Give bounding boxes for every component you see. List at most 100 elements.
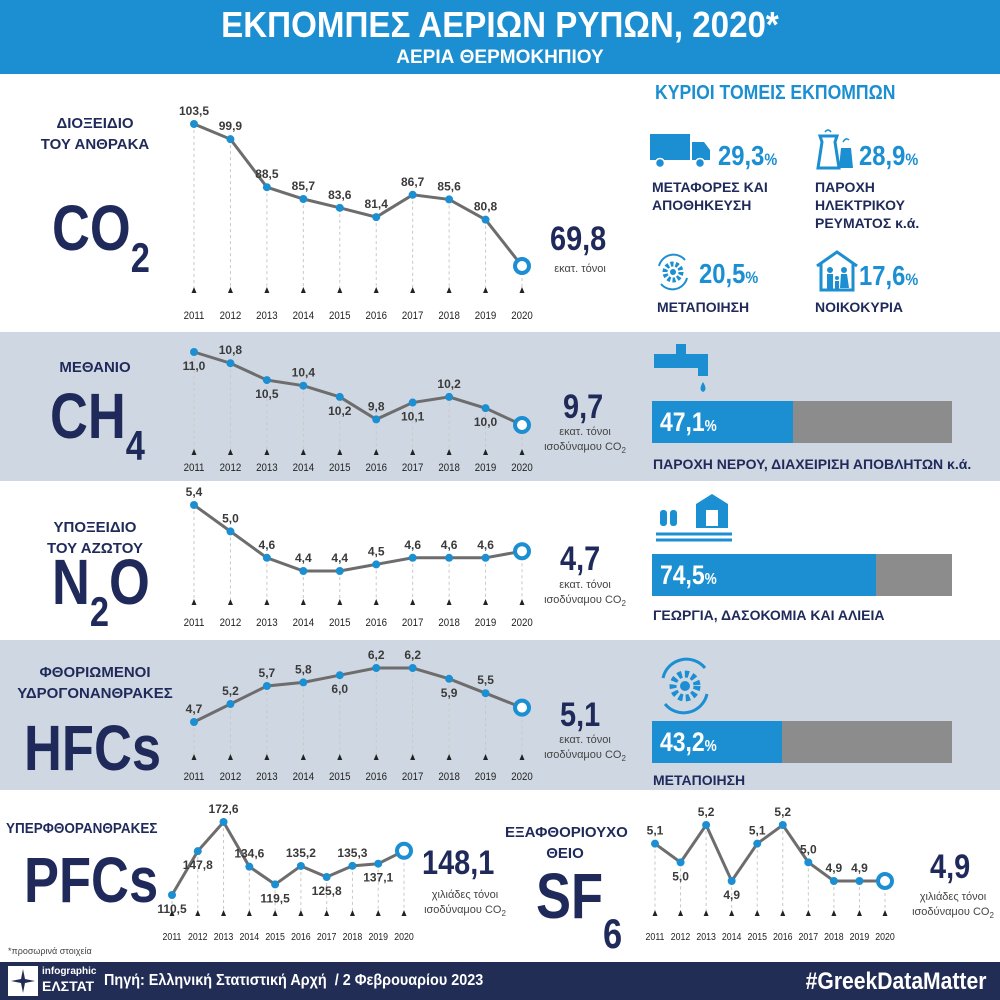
hfcs-sector-bar: 43,2% xyxy=(652,721,952,763)
n2o-sector-bar: 74,5% xyxy=(652,554,952,596)
pfcs-year-label: 2013 xyxy=(214,930,234,942)
pfcs-series-line xyxy=(170,819,405,896)
co2-data-label: 83,6 xyxy=(328,188,352,202)
ch4-formula-sub: 4 xyxy=(125,422,145,469)
elstat-logo-icon xyxy=(8,966,38,996)
n2o-formula-b: O xyxy=(109,546,150,618)
pfcs-data-label: 172,6 xyxy=(209,802,239,816)
sector-label: ΝΟΙΚΟΚΥΡΙΑ xyxy=(815,299,904,315)
co2-point xyxy=(226,135,235,144)
n2o-tick-icon xyxy=(300,599,306,605)
n2o-year-label: 2015 xyxy=(329,618,351,630)
co2-formula: CO2 xyxy=(52,196,150,279)
pfcs-year-label: 2014 xyxy=(240,930,260,942)
sf6-point xyxy=(651,839,659,848)
hashtag: #GreekDataMatter xyxy=(805,968,986,995)
sf6-point xyxy=(702,821,711,829)
n2o-point xyxy=(408,553,417,562)
co2-point xyxy=(481,215,490,224)
sf6-year-label: 2017 xyxy=(799,930,819,942)
sf6-tick-icon xyxy=(882,910,888,916)
co2-point xyxy=(372,213,381,222)
co2-tick-icon xyxy=(300,287,306,293)
sf6-unit: χιλιάδες τόνοι ισοδύναμου CO2 xyxy=(908,890,998,923)
co2-data-label: 85,6 xyxy=(437,179,461,193)
sf6-year-label: 2020 xyxy=(875,930,895,942)
sf6-year-label: 2014 xyxy=(722,930,742,942)
co2-point xyxy=(190,120,198,128)
sf6-name: ΕΞΑΦΘΟΡΙΟΥΧΟ ΘΕΙΟ xyxy=(505,824,628,862)
source-text: Πηγή: Ελληνική Στατιστική Αρχή / 2 Φεβρο… xyxy=(104,972,484,989)
n2o-year-label: 2017 xyxy=(402,618,424,630)
logo-bottom: ΕΛΣΤΑΤ xyxy=(42,978,95,994)
co2-formula-text: CO xyxy=(52,192,131,264)
pct-sign: % xyxy=(764,150,778,169)
gear-cycle-icon xyxy=(661,657,709,715)
n2o-data-label: 5,0 xyxy=(222,511,239,525)
hfcs-unit: εκατ. τόνοι ισοδύναμου CO2 xyxy=(535,733,635,766)
bar-value: 43,2 xyxy=(660,727,705,757)
sf6-point xyxy=(829,877,838,885)
sf6-data-label: 4,9 xyxy=(723,888,740,902)
n2o-tick-icon xyxy=(264,599,270,605)
ch4-formula: CH4 xyxy=(50,384,145,467)
co2-data-label: 103,5 xyxy=(179,104,209,118)
gear-cycle-icon xyxy=(658,253,688,291)
co2-year-label: 2018 xyxy=(438,311,460,323)
footnote: *προσωρινά στοιχεία xyxy=(8,946,92,956)
unit-sub: 2 xyxy=(501,909,506,919)
co2-data-label: 80,8 xyxy=(474,200,498,214)
pfcs-year-label: 2020 xyxy=(394,930,414,942)
co2-tick-icon xyxy=(410,287,416,293)
sf6-series-line xyxy=(654,821,885,885)
n2o-tick-icon xyxy=(191,599,197,605)
unit-text: εκατ. τόνοι ισοδύναμου CO xyxy=(544,426,622,453)
pfcs-data-label: 125,8 xyxy=(312,884,342,898)
sf6-tick-icon xyxy=(678,910,684,916)
co2-tick-icon xyxy=(191,287,197,293)
house-family-icon xyxy=(816,250,858,292)
n2o-year-label: 2018 xyxy=(438,618,460,630)
n2o-tick-icon xyxy=(337,599,343,605)
hfcs-sector-label: ΜΕΤΑΠΟΙΗΣΗ xyxy=(653,772,746,788)
co2-year-label: 2020 xyxy=(511,311,533,323)
sf6-tick-icon xyxy=(831,910,837,916)
n2o-point xyxy=(372,560,381,569)
sf6-tick-icon xyxy=(754,910,760,916)
pfcs-data-label: 147,8 xyxy=(183,858,213,872)
pct-sign: % xyxy=(905,150,919,169)
pfcs-formula: PFCs xyxy=(24,844,159,916)
bar-fill xyxy=(652,721,782,763)
footer: infographic ΕΛΣΤΑΤ Πηγή: Ελληνική Στατισ… xyxy=(0,962,1000,1000)
pfcs-year-label: 2016 xyxy=(291,930,311,942)
sf6-year-label: 2019 xyxy=(850,930,870,942)
hfcs-value: 5,1 xyxy=(560,696,601,734)
sf6-point xyxy=(804,858,813,867)
co2-tick-icon xyxy=(227,287,233,293)
co2-tick-icon xyxy=(337,287,343,293)
water-tap-icon xyxy=(654,344,708,392)
header: ΕΚΠΟΜΠΕΣ ΑΕΡΙΩΝ ΡΥΠΩΝ, 2020* ΑΕΡΙΑ ΘΕΡΜΟ… xyxy=(0,0,1000,74)
pfcs-tick-icon xyxy=(272,910,278,916)
pct-sign: % xyxy=(704,418,717,435)
bar-fill xyxy=(652,401,794,443)
n2o-point xyxy=(481,553,490,562)
ch4-unit: εκατ. τόνοι ισοδύναμου CO2 xyxy=(535,425,635,458)
co2-year-label: 2016 xyxy=(365,311,387,323)
sf6-tick-icon xyxy=(703,910,709,916)
co2-data-label: 81,4 xyxy=(365,197,389,211)
pfcs-data-label: 119,5 xyxy=(260,891,290,905)
n2o-formula: N2O xyxy=(52,550,150,633)
pfcs-year-label: 2019 xyxy=(368,930,388,942)
ch4-value: 9,7 xyxy=(563,388,604,426)
ch4-name: ΜΕΘΑΝΙΟ xyxy=(59,359,131,376)
sf6-point xyxy=(855,877,864,885)
pct-sign: % xyxy=(704,571,717,588)
n2o-data-label: 4,6 xyxy=(259,538,276,552)
pct-sign: % xyxy=(704,738,717,755)
pfcs-last-point xyxy=(395,841,413,860)
co2-series-line xyxy=(193,122,524,267)
sector-value: 29,3 xyxy=(718,140,765,171)
sf6-point xyxy=(778,821,787,829)
sf6-tick-icon xyxy=(805,910,811,916)
